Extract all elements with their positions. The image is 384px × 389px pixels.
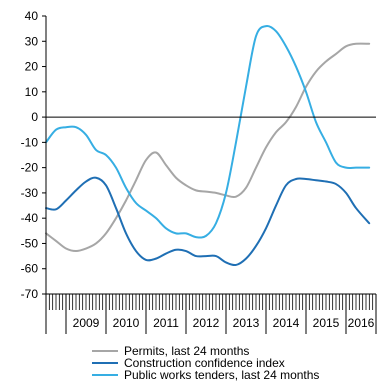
year-label: 2009 bbox=[73, 316, 100, 330]
year-label: 2013 bbox=[233, 316, 260, 330]
x-axis: 2009 2010 2011 2012 2013 2014 2015 2016 bbox=[45, 116, 377, 334]
legend-label-1: Permits, last 24 months bbox=[124, 344, 249, 358]
y-tick-label: -60 bbox=[21, 262, 39, 276]
series-line-3 bbox=[45, 24, 371, 239]
y-tick-label: -70 bbox=[21, 287, 39, 301]
y-tick-label: 20 bbox=[25, 60, 39, 74]
series-line-1 bbox=[45, 42, 371, 253]
series-line-2 bbox=[45, 176, 371, 267]
y-tick-label: -30 bbox=[21, 186, 39, 200]
year-label: 2014 bbox=[273, 316, 300, 330]
y-tick-label: -50 bbox=[21, 236, 39, 250]
year-label: 2011 bbox=[153, 316, 179, 330]
y-axis: 40 30 20 10 0 -10 -20 -30 -40 -50 -60 -70 bbox=[21, 9, 47, 301]
year-label: 2015 bbox=[313, 316, 340, 330]
y-tick-label: 10 bbox=[25, 85, 39, 99]
y-tick-label: 0 bbox=[31, 110, 38, 124]
y-tick-label: 40 bbox=[25, 9, 39, 23]
y-tick-label: -40 bbox=[21, 211, 39, 225]
y-tick-label: -20 bbox=[21, 161, 39, 175]
year-label: 2016 bbox=[348, 316, 375, 330]
y-tick-label: -10 bbox=[21, 135, 39, 149]
legend-label-3: Public works tenders, last 24 months bbox=[124, 368, 319, 382]
year-label: 2012 bbox=[193, 316, 220, 330]
legend-label-2: Construction confidence index bbox=[124, 356, 285, 370]
year-label: 2010 bbox=[113, 316, 140, 330]
plot-lines bbox=[45, 24, 371, 267]
y-tick-label: 30 bbox=[25, 34, 39, 48]
